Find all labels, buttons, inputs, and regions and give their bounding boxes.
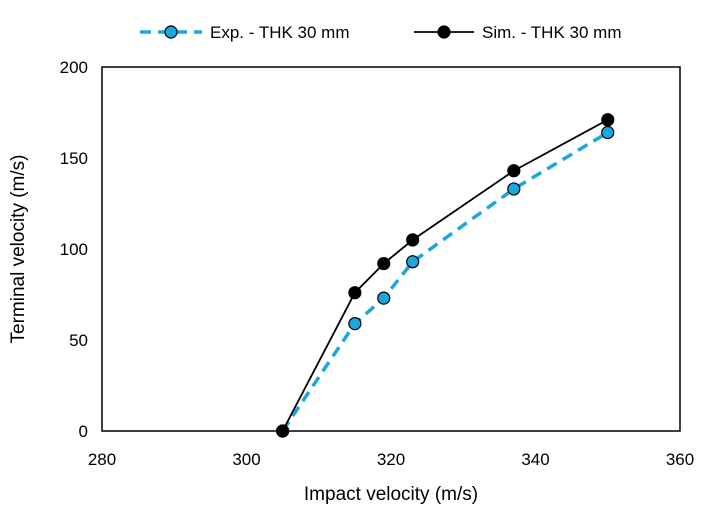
legend-marker-sim bbox=[437, 25, 451, 39]
data-point-exp bbox=[406, 255, 420, 269]
y-axis-ticks: 0 50 100 150 200 bbox=[60, 58, 88, 441]
data-point-exp bbox=[601, 125, 615, 140]
y-tick-label: 100 bbox=[60, 240, 88, 259]
series-line-sim bbox=[281, 118, 609, 432]
data-point-exp bbox=[348, 317, 362, 331]
x-axis-title: Impact velocity (m/s) bbox=[304, 484, 478, 505]
data-point-exp bbox=[507, 182, 521, 196]
data-point-sim bbox=[377, 256, 391, 271]
series-line-exp bbox=[281, 131, 609, 432]
legend: Exp. - THK 30 mm Sim. - THK 30 mm bbox=[140, 23, 621, 42]
legend-item-sim: Sim. - THK 30 mm bbox=[414, 23, 621, 42]
legend-marker-exp bbox=[164, 25, 178, 39]
y-tick-label: 50 bbox=[69, 331, 88, 350]
x-tick-label: 320 bbox=[377, 450, 405, 469]
x-tick-label: 340 bbox=[521, 450, 549, 469]
data-point-sim bbox=[601, 113, 615, 127]
x-tick-label: 280 bbox=[88, 450, 116, 469]
series-layer bbox=[276, 113, 615, 438]
x-tick-label: 300 bbox=[232, 450, 260, 469]
y-tick-label: 200 bbox=[60, 58, 88, 77]
data-point-exp bbox=[377, 291, 391, 305]
x-axis-ticks: 280 300 320 340 360 bbox=[88, 450, 694, 469]
y-tick-label: 0 bbox=[79, 422, 88, 441]
data-point-sim bbox=[348, 286, 362, 300]
plot-area-frame bbox=[101, 66, 681, 432]
x-tick-label: 360 bbox=[666, 450, 694, 469]
y-tick-label: 150 bbox=[60, 149, 88, 168]
legend-label-sim: Sim. - THK 30 mm bbox=[482, 23, 621, 42]
data-point-sim bbox=[507, 164, 521, 178]
data-point-sim bbox=[406, 233, 420, 247]
y-axis-title: Terminal velocity (m/s) bbox=[8, 155, 29, 344]
legend-label-exp: Exp. - THK 30 mm bbox=[210, 23, 350, 42]
data-point-sim bbox=[276, 424, 290, 438]
legend-item-exp: Exp. - THK 30 mm bbox=[140, 23, 350, 42]
